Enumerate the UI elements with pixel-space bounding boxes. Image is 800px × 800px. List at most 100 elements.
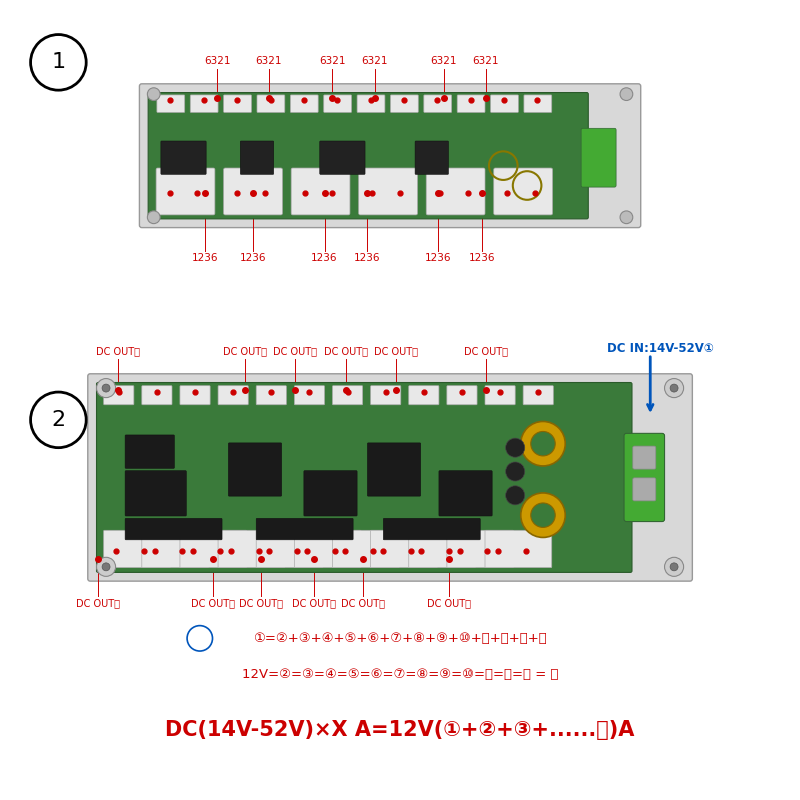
FancyBboxPatch shape bbox=[324, 95, 351, 113]
Text: 6321: 6321 bbox=[473, 56, 499, 66]
Text: 1236: 1236 bbox=[311, 253, 338, 263]
Text: DC OUT⑬: DC OUT⑬ bbox=[341, 598, 385, 609]
FancyBboxPatch shape bbox=[229, 443, 282, 496]
Text: DC OUT⑸: DC OUT⑸ bbox=[76, 598, 120, 609]
FancyBboxPatch shape bbox=[426, 168, 485, 215]
FancyBboxPatch shape bbox=[333, 530, 399, 568]
FancyBboxPatch shape bbox=[439, 470, 492, 516]
FancyBboxPatch shape bbox=[458, 95, 485, 113]
Circle shape bbox=[670, 563, 678, 571]
FancyBboxPatch shape bbox=[409, 530, 475, 568]
FancyBboxPatch shape bbox=[358, 168, 418, 215]
FancyBboxPatch shape bbox=[320, 141, 365, 174]
Text: DC IN:14V-52V①: DC IN:14V-52V① bbox=[606, 342, 714, 355]
Text: DC(14V-52V)×X A=12V(①+②+③+......⑭)A: DC(14V-52V)×X A=12V(①+②+③+......⑭)A bbox=[166, 720, 634, 740]
FancyBboxPatch shape bbox=[581, 128, 616, 187]
Circle shape bbox=[102, 384, 110, 392]
FancyBboxPatch shape bbox=[524, 95, 552, 113]
Circle shape bbox=[147, 211, 160, 224]
FancyBboxPatch shape bbox=[490, 95, 518, 113]
FancyBboxPatch shape bbox=[190, 95, 218, 113]
Text: DC OUT⑪: DC OUT⑪ bbox=[239, 598, 283, 609]
FancyBboxPatch shape bbox=[370, 530, 438, 568]
FancyBboxPatch shape bbox=[104, 530, 170, 568]
Text: 1: 1 bbox=[51, 52, 66, 72]
FancyBboxPatch shape bbox=[88, 374, 692, 581]
Circle shape bbox=[530, 431, 555, 456]
Text: ①=②+③+④+⑤+⑥+⑦+⑧+⑨+⑩+⑪+⑫+⑬+⑭: ①=②+③+④+⑤+⑥+⑦+⑧+⑨+⑩+⑪+⑫+⑬+⑭ bbox=[253, 632, 547, 645]
FancyBboxPatch shape bbox=[370, 386, 401, 405]
FancyBboxPatch shape bbox=[218, 386, 248, 405]
Text: 6321: 6321 bbox=[204, 56, 230, 66]
FancyBboxPatch shape bbox=[367, 443, 421, 496]
FancyBboxPatch shape bbox=[485, 530, 552, 568]
Text: DC OUT⑷: DC OUT⑷ bbox=[96, 346, 140, 356]
Circle shape bbox=[665, 378, 684, 398]
Text: DC OUT⑶: DC OUT⑶ bbox=[223, 346, 267, 356]
FancyBboxPatch shape bbox=[383, 518, 480, 540]
Circle shape bbox=[620, 88, 633, 101]
FancyBboxPatch shape bbox=[333, 386, 362, 405]
Circle shape bbox=[670, 384, 678, 392]
Circle shape bbox=[620, 211, 633, 224]
Text: 1236: 1236 bbox=[240, 253, 266, 263]
Circle shape bbox=[97, 378, 115, 398]
FancyBboxPatch shape bbox=[357, 95, 385, 113]
FancyBboxPatch shape bbox=[139, 84, 641, 228]
FancyBboxPatch shape bbox=[256, 518, 353, 540]
FancyBboxPatch shape bbox=[180, 386, 210, 405]
FancyBboxPatch shape bbox=[291, 168, 350, 215]
Circle shape bbox=[665, 558, 684, 576]
FancyBboxPatch shape bbox=[256, 386, 286, 405]
Text: 1236: 1236 bbox=[469, 253, 495, 263]
Text: 12V=②=③=④=⑤=⑥=⑦=⑧=⑨=⑩=⑪=⑫=⑬ = ⑭: 12V=②=③=④=⑤=⑥=⑦=⑧=⑨=⑩=⑪=⑫=⑬ = ⑭ bbox=[242, 667, 558, 681]
Text: DC OUT⑲: DC OUT⑲ bbox=[464, 346, 508, 356]
FancyBboxPatch shape bbox=[218, 530, 285, 568]
FancyBboxPatch shape bbox=[633, 446, 656, 469]
Text: 1236: 1236 bbox=[354, 253, 380, 263]
FancyBboxPatch shape bbox=[148, 93, 588, 219]
FancyBboxPatch shape bbox=[224, 95, 251, 113]
Text: 2: 2 bbox=[51, 410, 66, 430]
FancyBboxPatch shape bbox=[485, 386, 515, 405]
FancyBboxPatch shape bbox=[294, 530, 361, 568]
Circle shape bbox=[506, 438, 525, 458]
FancyBboxPatch shape bbox=[294, 386, 325, 405]
FancyBboxPatch shape bbox=[424, 95, 452, 113]
FancyBboxPatch shape bbox=[633, 478, 656, 501]
FancyBboxPatch shape bbox=[304, 470, 357, 516]
FancyBboxPatch shape bbox=[157, 95, 185, 113]
FancyBboxPatch shape bbox=[290, 95, 318, 113]
Circle shape bbox=[147, 88, 160, 101]
Circle shape bbox=[97, 558, 115, 576]
FancyBboxPatch shape bbox=[142, 530, 209, 568]
FancyBboxPatch shape bbox=[125, 518, 222, 540]
Circle shape bbox=[506, 462, 525, 481]
Circle shape bbox=[521, 493, 566, 538]
Text: DC OUT⑫: DC OUT⑫ bbox=[292, 598, 336, 609]
FancyBboxPatch shape bbox=[97, 382, 632, 572]
Text: 6321: 6321 bbox=[319, 56, 346, 66]
FancyBboxPatch shape bbox=[240, 141, 274, 174]
Text: 6321: 6321 bbox=[362, 56, 388, 66]
FancyBboxPatch shape bbox=[494, 168, 553, 215]
FancyBboxPatch shape bbox=[390, 95, 418, 113]
FancyBboxPatch shape bbox=[256, 530, 323, 568]
Circle shape bbox=[506, 486, 525, 505]
FancyBboxPatch shape bbox=[142, 386, 172, 405]
FancyBboxPatch shape bbox=[156, 168, 215, 215]
Circle shape bbox=[521, 422, 566, 466]
Text: 1236: 1236 bbox=[425, 253, 451, 263]
Text: DC OUT⑵: DC OUT⑵ bbox=[273, 346, 317, 356]
FancyBboxPatch shape bbox=[224, 168, 282, 215]
Circle shape bbox=[530, 503, 555, 527]
Text: 6321: 6321 bbox=[256, 56, 282, 66]
FancyBboxPatch shape bbox=[161, 141, 206, 174]
FancyBboxPatch shape bbox=[125, 470, 186, 516]
Text: DC OUT⑳: DC OUT⑳ bbox=[374, 346, 418, 356]
FancyBboxPatch shape bbox=[125, 435, 174, 468]
FancyBboxPatch shape bbox=[624, 434, 665, 522]
FancyBboxPatch shape bbox=[257, 95, 285, 113]
FancyBboxPatch shape bbox=[409, 386, 439, 405]
FancyBboxPatch shape bbox=[523, 386, 554, 405]
